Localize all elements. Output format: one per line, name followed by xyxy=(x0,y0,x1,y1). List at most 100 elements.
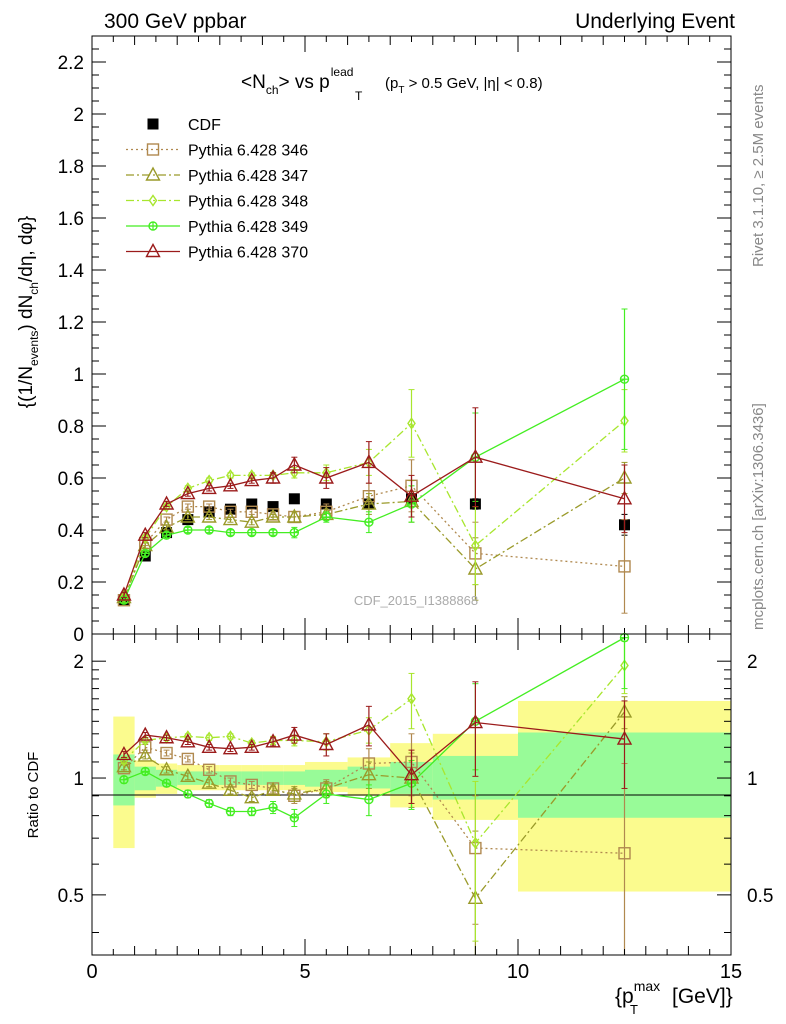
ratio-point-4-2 xyxy=(158,729,175,744)
legend-marker-0 xyxy=(147,118,159,130)
stat-uncertainty-band-9 xyxy=(305,769,348,787)
ratio-point-4-1 xyxy=(137,726,153,741)
ratio-point-4-13 xyxy=(616,730,633,745)
ratio-point-1-5 xyxy=(222,781,239,796)
main-point-4-8 xyxy=(289,527,300,538)
ratio-point-4-12 xyxy=(467,714,484,729)
main-series-line-4 xyxy=(123,378,625,601)
main-point-2-8 xyxy=(286,508,303,523)
main-ytick-label-7: 1.4 xyxy=(58,261,85,282)
main-point-5-10 xyxy=(361,453,377,469)
main-point-1-6 xyxy=(245,505,258,518)
ratio-point-1-0 xyxy=(116,758,132,773)
ratio-point-2-8 xyxy=(289,734,299,747)
main-point-1-3 xyxy=(181,500,195,513)
legend: CDF Pythia 6.428 346 Pythia 6.428 347 Pythi… xyxy=(126,117,308,262)
ratio-point-4-8 xyxy=(286,726,303,741)
main-point-5-5 xyxy=(222,477,239,492)
main-point-5-2 xyxy=(158,495,175,510)
main-ytick-label-8: 1.6 xyxy=(58,209,84,230)
mcplots-label: mcplots.cern.ch [arXiv:1306.3436] xyxy=(750,403,767,630)
main-point-4-5 xyxy=(225,527,236,538)
ratio-ytick-label-0: 0.5 xyxy=(58,886,84,907)
legend-label-5: Pythia 6.428 370 xyxy=(188,245,308,262)
main-point-5-9 xyxy=(318,469,334,484)
legend-marker-1 xyxy=(146,143,160,156)
ratio-ytick-label-right-1: 1 xyxy=(747,769,758,790)
main-point-5-4 xyxy=(201,479,217,495)
main-y-axis-label: {(1/Nevents) dNch/dη, dφ} xyxy=(16,216,41,408)
rivet-version-label: Rivet 3.1.10, ≥ 2.5M events xyxy=(750,85,767,268)
main-point-2-4 xyxy=(201,508,217,523)
analysis-watermark: CDF_2015_I1388868 xyxy=(354,593,478,608)
main-point-3-12 xyxy=(471,539,480,552)
main-ytick-label-9: 1.8 xyxy=(58,157,84,178)
ratio-point-1-8 xyxy=(286,785,303,800)
ratio-point-4-7 xyxy=(265,733,281,748)
main-series-layer xyxy=(116,308,633,614)
main-point-2-3 xyxy=(180,508,196,523)
main-point-4-3 xyxy=(183,525,193,535)
main-x-ticks xyxy=(91,36,732,634)
ratio-point-4-0 xyxy=(116,746,132,761)
main-point-5-3 xyxy=(180,485,196,500)
ratio-point-1-7 xyxy=(265,781,281,796)
xtick-label-3: 15 xyxy=(720,961,742,983)
ratio-uncertainty-bands xyxy=(113,700,731,892)
main-point-2-10 xyxy=(361,495,377,510)
legend-item-4: Pythia 6.428 349 xyxy=(126,219,308,236)
ratio-point-3-8 xyxy=(289,813,300,823)
legend-marker-2 xyxy=(145,166,161,181)
main-point-2-7 xyxy=(265,508,281,523)
main-point-4-2 xyxy=(161,530,172,540)
ratio-series-line-1 xyxy=(123,711,626,900)
main-series-2 xyxy=(116,461,633,604)
ratio-point-1-2 xyxy=(158,761,175,776)
ratio-point-4-3 xyxy=(180,733,196,748)
main-ytick-label-10: 2 xyxy=(73,105,84,126)
ratio-point-3-10 xyxy=(364,794,374,805)
xtick-label-0: 0 xyxy=(86,961,97,983)
main-point-3-2 xyxy=(162,500,171,513)
ratio-point-4-10 xyxy=(361,716,377,731)
main-point-5-1 xyxy=(137,526,153,541)
main-point-1-4 xyxy=(202,500,216,513)
stat-uncertainty-band-7 xyxy=(262,771,284,785)
ratio-series-layer xyxy=(116,632,633,956)
main-point-1-13 xyxy=(618,560,631,573)
ratio-point-2-12 xyxy=(471,836,480,850)
legend-marker-3 xyxy=(148,194,158,207)
legend-item-2: Pythia 6.428 347 xyxy=(126,166,308,185)
legend-label-2: Pythia 6.428 347 xyxy=(188,168,308,185)
main-series-5 xyxy=(116,407,633,601)
xtick-label-1: 5 xyxy=(299,961,310,983)
ratio-ytick-label-2: 2 xyxy=(73,652,84,673)
legend-label-4: Pythia 6.428 349 xyxy=(188,219,308,236)
legend-label-0: CDF xyxy=(188,117,221,134)
ratio-ytick-label-1: 1 xyxy=(73,769,84,790)
main-ytick-label-4: 0.8 xyxy=(58,417,84,438)
main-y-axis: 0 0.2 0.4 0.6 0.8 1 1.2 1.4 1.6 1.8 2 2.2 xyxy=(58,48,731,646)
ratio-point-2-11 xyxy=(407,692,416,706)
main-point-5-6 xyxy=(244,472,260,487)
x-axis-label-sub: T xyxy=(630,1002,638,1017)
ratio-point-3-5 xyxy=(225,806,236,817)
main-point-4-1 xyxy=(140,548,150,559)
main-point-0-7 xyxy=(267,501,279,513)
legend-item-5: Pythia 6.428 370 xyxy=(126,243,308,262)
main-series-0 xyxy=(118,493,630,606)
stat-uncertainty-band-8 xyxy=(283,771,305,785)
main-point-5-13 xyxy=(616,490,633,505)
main-point-4-4 xyxy=(204,525,214,535)
main-point-5-7 xyxy=(265,469,281,484)
ratio-point-1-3 xyxy=(180,767,196,783)
ratio-point-0-2 xyxy=(160,746,173,760)
main-ytick-label-6: 1.2 xyxy=(58,313,84,334)
ratio-point-3-1 xyxy=(140,766,150,777)
ratio-point-4-4 xyxy=(201,738,217,753)
ratio-ytick-label-right-2: 2 xyxy=(747,652,758,673)
main-ytick-label-5: 1 xyxy=(73,365,84,386)
ratio-point-1-4 xyxy=(201,774,217,789)
